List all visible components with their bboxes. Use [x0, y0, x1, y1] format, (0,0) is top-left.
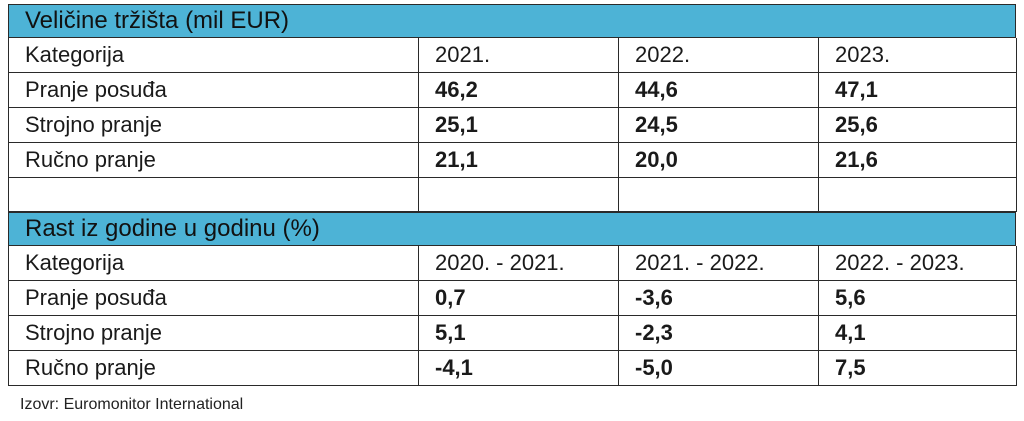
cell-value: 7,5 — [818, 350, 1017, 386]
table-row: Ručno pranje 21,1 20,0 21,6 — [8, 142, 1017, 178]
row-label: Strojno pranje — [8, 315, 419, 351]
table-row: Strojno pranje 25,1 24,5 25,6 — [8, 107, 1017, 143]
column-header: Kategorija — [8, 246, 419, 281]
growth-section: Rast iz godine u godinu (%) Kategorija 2… — [8, 212, 1017, 386]
cell-value: 21,1 — [418, 142, 619, 178]
column-header: 2021. — [418, 38, 619, 73]
row-label: Ručno pranje — [8, 142, 419, 178]
market-size-table: Kategorija 2021. 2022. 2023. Pranje posu… — [8, 38, 1017, 212]
cell-value: 5,6 — [818, 280, 1017, 316]
row-label: Pranje posuđa — [8, 72, 419, 108]
empty-cell — [418, 177, 619, 212]
table-row: Pranje posuđa 46,2 44,6 47,1 — [8, 72, 1017, 108]
table-row: Pranje posuđa 0,7 -3,6 5,6 — [8, 280, 1017, 316]
column-header: 2022. — [618, 38, 819, 73]
column-header: 2023. — [818, 38, 1017, 73]
table-header-row: Kategorija 2021. 2022. 2023. — [8, 38, 1017, 73]
column-header: 2022. - 2023. — [818, 246, 1017, 281]
empty-cell — [618, 177, 819, 212]
cell-value: 0,7 — [418, 280, 619, 316]
cell-value: 20,0 — [618, 142, 819, 178]
empty-cell — [818, 177, 1017, 212]
row-label: Strojno pranje — [8, 107, 419, 143]
row-label: Ručno pranje — [8, 350, 419, 386]
row-label: Pranje posuđa — [8, 280, 419, 316]
table-row: Ručno pranje -4,1 -5,0 7,5 — [8, 350, 1017, 386]
market-size-title: Veličine tržišta (mil EUR) — [8, 4, 1016, 38]
column-header: 2020. - 2021. — [418, 246, 619, 281]
cell-value: 21,6 — [818, 142, 1017, 178]
cell-value: -5,0 — [618, 350, 819, 386]
growth-title: Rast iz godine u godinu (%) — [8, 212, 1016, 246]
cell-value: 25,6 — [818, 107, 1017, 143]
empty-cell — [8, 177, 419, 212]
cell-value: 5,1 — [418, 315, 619, 351]
cell-value: -2,3 — [618, 315, 819, 351]
cell-value: 24,5 — [618, 107, 819, 143]
column-header: 2021. - 2022. — [618, 246, 819, 281]
cell-value: 4,1 — [818, 315, 1017, 351]
market-size-section: Veličine tržišta (mil EUR) Kategorija 20… — [8, 4, 1017, 212]
table-header-row: Kategorija 2020. - 2021. 2021. - 2022. 2… — [8, 246, 1017, 281]
cell-value: 44,6 — [618, 72, 819, 108]
table-row: Strojno pranje 5,1 -2,3 4,1 — [8, 315, 1017, 351]
empty-row — [8, 177, 1017, 212]
source-note: Izovr: Euromonitor International — [20, 396, 244, 413]
column-header: Kategorija — [8, 38, 419, 73]
cell-value: -4,1 — [418, 350, 619, 386]
cell-value: 46,2 — [418, 72, 619, 108]
growth-table: Kategorija 2020. - 2021. 2021. - 2022. 2… — [8, 246, 1017, 386]
cell-value: 47,1 — [818, 72, 1017, 108]
cell-value: 25,1 — [418, 107, 619, 143]
cell-value: -3,6 — [618, 280, 819, 316]
